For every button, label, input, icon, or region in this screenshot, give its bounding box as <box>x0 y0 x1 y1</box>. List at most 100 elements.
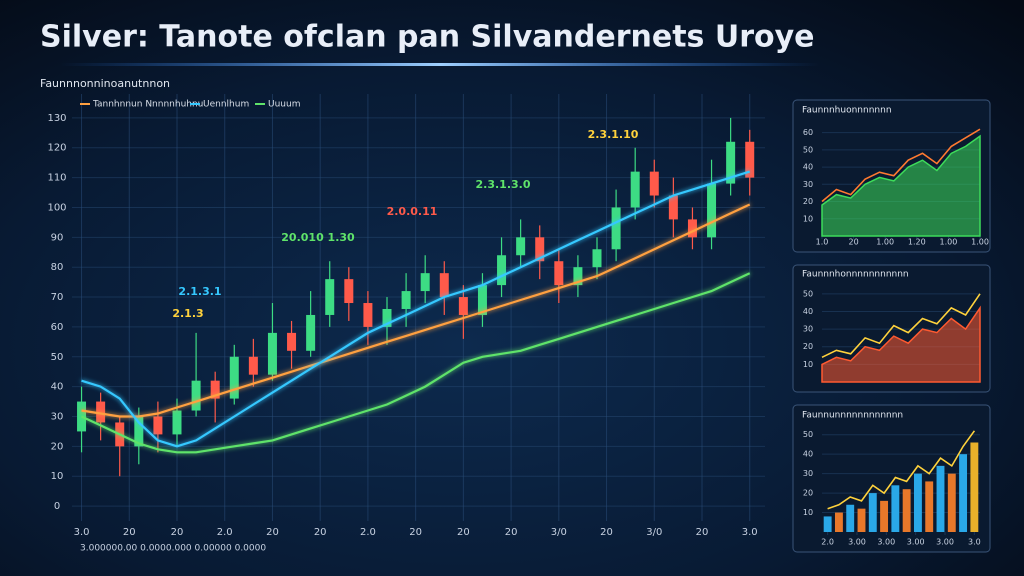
y-tick-label: 20 <box>803 197 813 206</box>
x-tick-label: 3.00 <box>848 538 866 547</box>
title-beam <box>60 63 820 66</box>
y-tick-label: 90 <box>51 232 64 243</box>
candle-body <box>96 401 106 423</box>
x-tick-label: 2.0 <box>360 527 376 538</box>
x-tick-label: 1.00 <box>876 238 894 247</box>
bar <box>880 500 889 532</box>
legend-label: Uennlhum <box>203 100 249 110</box>
candle-body <box>210 380 220 399</box>
y-tick-label: 30 <box>803 469 813 478</box>
candle-body <box>401 291 411 309</box>
bar <box>970 442 979 532</box>
chart-title: Faunnnhonnnnnnnnnnn <box>802 270 909 280</box>
annotation: 20.010 1.30 <box>281 231 355 244</box>
x-tick-label: 3.00 <box>907 538 925 547</box>
x-tick-label: 1.0 <box>816 238 829 247</box>
candle-body <box>477 285 487 315</box>
candle-body <box>516 237 526 256</box>
annotation: 2.1.3 <box>172 307 203 320</box>
bar <box>959 454 968 532</box>
candle-body <box>592 249 602 268</box>
candle-body <box>172 410 182 435</box>
area <box>821 134 981 237</box>
x-tick-label: 20 <box>849 238 859 247</box>
candle-body <box>153 416 163 435</box>
candle-body <box>687 219 697 238</box>
candle-body <box>439 273 449 298</box>
candle-body <box>363 303 373 327</box>
annotation: 2.3.1.3.0 <box>476 178 531 191</box>
candle-body <box>707 183 717 238</box>
y-tick-label: 130 <box>47 113 66 124</box>
x-tick-label: 3.0 <box>742 527 758 538</box>
y-tick-label: 80 <box>51 262 64 273</box>
chart-title: Faunnunnnnnnnnnnnn <box>802 411 903 421</box>
candle-body <box>248 356 258 375</box>
bar <box>913 473 922 532</box>
x-tick-label: 20 <box>457 527 470 538</box>
x-tick-label: 20 <box>409 527 422 538</box>
y-tick-label: 0 <box>54 501 60 512</box>
y-tick-label: 60 <box>803 128 813 137</box>
candle-body <box>420 273 430 292</box>
candle-body <box>630 171 640 208</box>
y-tick-label: 70 <box>51 292 64 303</box>
x-tick-label: 20 <box>696 527 709 538</box>
x-tick-label: 20 <box>171 527 184 538</box>
x-tick-label: 20 <box>266 527 279 538</box>
line <box>821 128 981 203</box>
candle-body <box>497 255 507 286</box>
y-tick-label: 40 <box>803 163 813 172</box>
chart-title: Faunnnhuonnnnnnn <box>802 106 892 116</box>
bar <box>834 512 843 532</box>
line <box>821 293 981 359</box>
candle-body <box>344 279 354 304</box>
bar <box>868 493 877 532</box>
bar <box>823 516 832 532</box>
line <box>81 203 751 418</box>
y-tick-label: 10 <box>803 360 813 369</box>
page-title: Silver: Tanote ofclan pan Silvandernets … <box>40 20 815 55</box>
candle-body <box>611 207 621 250</box>
candle-body <box>745 141 755 178</box>
x-tick-label: 1.00 <box>971 238 989 247</box>
legend-label: Uuuum <box>268 100 300 110</box>
bar <box>925 481 934 532</box>
y-tick-label: 10 <box>803 214 813 223</box>
chart-title: Faunnnonninoanutnnon <box>40 77 170 90</box>
bar <box>846 504 855 532</box>
candle-body <box>668 195 678 220</box>
bar <box>857 508 866 532</box>
candle-body <box>287 332 297 351</box>
candle-body <box>458 297 468 315</box>
y-tick-label: 110 <box>47 173 66 184</box>
y-tick-label: 50 <box>803 145 813 154</box>
y-tick-label: 30 <box>51 411 64 422</box>
area <box>821 305 981 383</box>
charts: Faunnnonninoanutnnon 0 10 20 30 40 50 60 70 80 90 1… <box>40 77 989 554</box>
bar <box>902 489 911 532</box>
y-tick-label: 120 <box>47 143 66 154</box>
candle-body <box>649 171 659 196</box>
x-tick-label: 20 <box>314 527 327 538</box>
y-tick-label: 40 <box>803 307 813 316</box>
x-tick-label: 1.00 <box>939 238 957 247</box>
x-tick-label: 2.0 <box>217 527 233 538</box>
candle-body <box>726 141 736 184</box>
x-tick-label: 2.0 <box>821 538 834 547</box>
candle-body <box>267 332 277 375</box>
y-tick-label: 10 <box>51 471 64 482</box>
x-tick-label: 3.0 <box>968 538 981 547</box>
y-tick-label: 20 <box>803 342 813 351</box>
candle-body <box>325 279 335 315</box>
bar <box>947 473 956 532</box>
x-tick-label: 20 <box>600 527 613 538</box>
x-tick-label: 3.0 <box>74 527 90 538</box>
y-tick-label: 10 <box>803 508 813 517</box>
y-tick-label: 40 <box>51 382 64 393</box>
annotation: 2.1.3.1 <box>178 285 221 298</box>
bar <box>891 485 900 532</box>
line <box>827 430 976 510</box>
candle-body <box>535 237 545 262</box>
